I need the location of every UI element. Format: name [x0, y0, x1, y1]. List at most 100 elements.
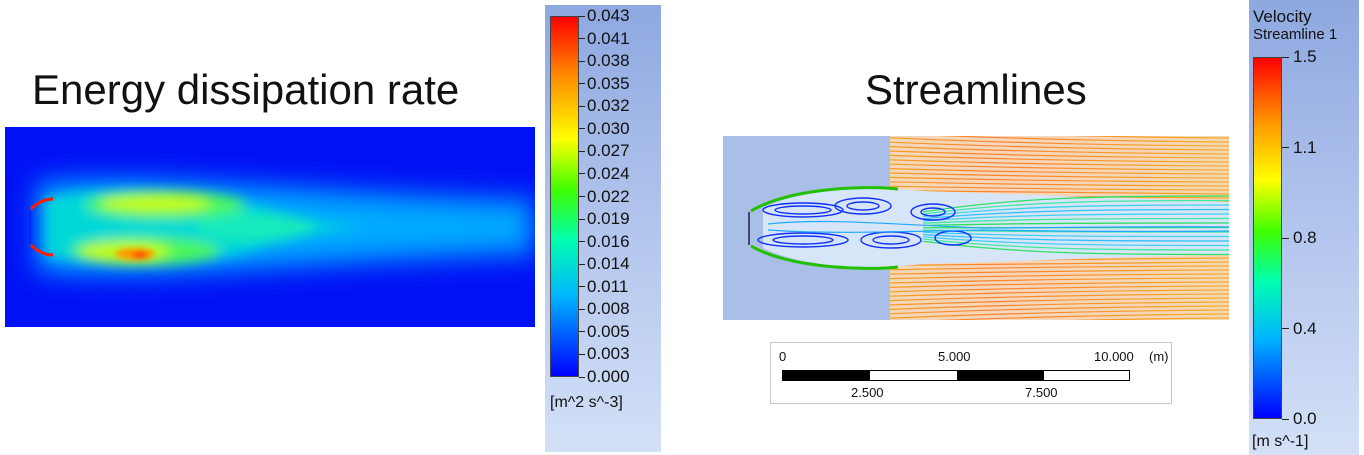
energy-tick-label: 0.014: [587, 254, 630, 274]
energy-tick-label: 0.030: [587, 118, 630, 138]
velocity-tick-label: 0.8: [1293, 228, 1317, 247]
velocity-tick-mark: [1282, 56, 1289, 58]
velocity-tick-label: 0.0: [1293, 409, 1317, 428]
scale-label-2500: 2.500: [851, 385, 884, 400]
velocity-tick-label: 1.5: [1293, 47, 1317, 66]
streamlines-plot: [723, 136, 1229, 320]
velocity-tick-mark: [1282, 418, 1289, 420]
outer-streamline: [889, 154, 1229, 163]
streamlines-title: Streamlines: [865, 66, 1087, 113]
wake-streamline: [922, 231, 1229, 238]
energy-tick-mark: [579, 286, 585, 288]
wake-streamline: [922, 222, 1229, 227]
scale-label-5000: 5.000: [938, 349, 971, 364]
wake-streamline: [922, 195, 1229, 213]
energy-tick-label: 0.000: [587, 367, 630, 386]
outer-streamline: [889, 159, 1229, 167]
scale-label-0: 0: [779, 349, 787, 364]
outer-streamline: [889, 185, 1229, 191]
energy-tick-label: 0.005: [587, 321, 630, 341]
outer-streamline: [889, 137, 1229, 147]
outer-streamline: [889, 293, 1229, 302]
wake-streamline: [922, 217, 1229, 224]
outer-streamline: [889, 265, 1229, 271]
outer-streamline: [935, 313, 1229, 320]
energy-tick-mark: [579, 173, 585, 175]
scale-unit: (m): [1149, 349, 1169, 364]
energy-tick-label: 0.038: [587, 51, 630, 71]
outer-streamline: [889, 172, 1229, 179]
velocity-legend: Velocity Streamline 1 1.5 1.1 0.8 0.4 0.0 [m…: [1249, 0, 1359, 455]
outer-streamline: [889, 146, 1229, 155]
outer-streamline: [935, 136, 1229, 143]
outer-streamline: [889, 281, 1229, 288]
wake-streamline: [922, 236, 1229, 247]
outer-streamline: [889, 181, 1229, 187]
outer-streamline: [889, 163, 1229, 171]
outer-streamline: [1063, 317, 1229, 320]
energy-tick-label: 0.019: [587, 209, 630, 229]
energy-tick-mark: [579, 196, 585, 197]
energy-dissipation-title: Energy dissipation rate: [32, 66, 460, 113]
energy-tick-mark: [579, 60, 585, 62]
outer-streamline: [889, 297, 1229, 306]
energy-tick-label: 0.016: [587, 231, 630, 251]
outer-streamline: [1063, 136, 1229, 139]
outer-streamline: [889, 289, 1229, 297]
energy-tick-label: 0.027: [587, 141, 630, 161]
energy-tick-label: 0.041: [587, 28, 630, 48]
energy-tick-mark: [579, 218, 585, 220]
energy-tick-label: 0.024: [587, 163, 630, 183]
scale-label-10000: 10.000: [1094, 349, 1134, 364]
outer-streamline: [889, 141, 1229, 151]
wake-streamline: [922, 238, 1229, 251]
scale-bar: 0 5.000 10.000 (m) 2.500 7.500: [770, 342, 1172, 404]
energy-tick-mark: [579, 150, 585, 152]
wake-streamline: [922, 240, 1229, 256]
velocity-legend-title: Velocity: [1253, 7, 1312, 26]
streamline-legend-subtitle: Streamline 1: [1253, 26, 1338, 43]
energy-tick-label: 0.011: [587, 276, 629, 296]
energy-tick-mark: [579, 331, 585, 333]
energy-tick-label: 0.003: [587, 344, 630, 364]
energy-tick-mark: [579, 83, 585, 85]
energy-tick-label: 0.035: [587, 73, 630, 93]
energy-tick-label: 0.043: [587, 6, 630, 25]
energy-tick-mark: [579, 15, 585, 17]
outer-streamline: [889, 285, 1229, 293]
velocity-units: [m s^-1]: [1252, 433, 1309, 450]
energy-tick-label: 0.032: [587, 96, 630, 116]
energy-tick-mark: [579, 376, 585, 378]
energy-tick-mark: [579, 241, 585, 243]
energy-dissipation-contour-plot: [5, 127, 535, 327]
outer-streamline: [889, 305, 1229, 315]
energy-dissipation-legend: 0.043 0.041 0.038 0.035 0.032 0.030 0.027 0.024…: [545, 5, 661, 452]
scale-label-7500: 7.500: [1025, 385, 1058, 400]
energy-tick-mark: [579, 105, 585, 107]
energy-dissipation-units: [m^2 s^-3]: [550, 394, 623, 411]
outer-streamline: [889, 273, 1229, 280]
velocity-tick-mark: [1282, 237, 1289, 239]
wake-streamline: [922, 204, 1229, 218]
outer-streamline: [889, 309, 1229, 319]
wake-streamline: [922, 233, 1229, 242]
outer-streamline: [889, 301, 1229, 310]
scale-bar-graphic: [782, 370, 1130, 381]
wake-streamline: [922, 208, 1229, 220]
energy-tick-label: 0.022: [587, 186, 630, 206]
outer-streamline: [889, 277, 1229, 284]
velocity-tick-label: 1.1: [1293, 137, 1317, 157]
wake-streamline: [922, 199, 1229, 215]
velocity-colorbar: [1253, 57, 1282, 419]
energy-tick-mark: [579, 263, 585, 265]
outer-streamline: [889, 176, 1229, 183]
velocity-tick-label: 0.4: [1293, 318, 1317, 338]
energy-tick-mark: [579, 38, 585, 40]
outer-streamline: [889, 168, 1229, 175]
energy-tick-mark: [579, 128, 585, 130]
outer-streamline: [889, 150, 1229, 159]
velocity-tick-mark: [1282, 147, 1289, 148]
energy-dissipation-colorbar: [550, 16, 579, 377]
wake-streamline: [922, 213, 1229, 222]
velocity-tick-mark: [1282, 328, 1289, 329]
